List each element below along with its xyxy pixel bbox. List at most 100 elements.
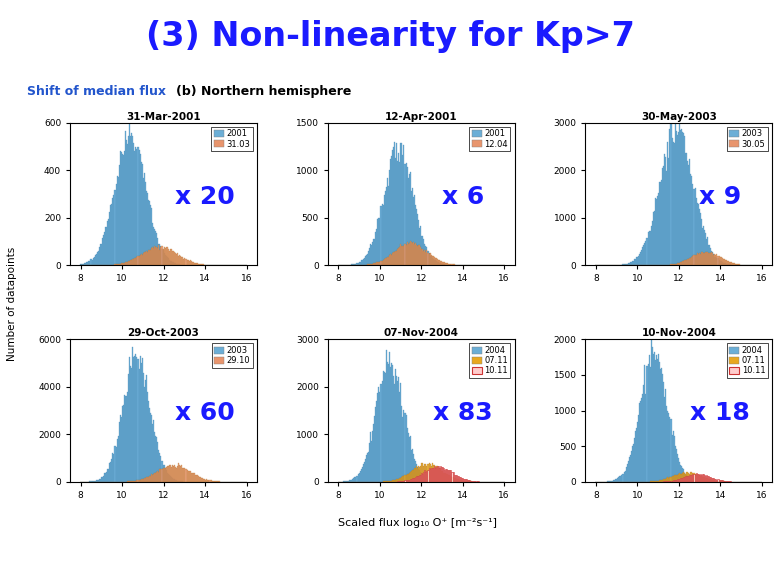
Bar xyxy=(422,249,424,265)
Bar xyxy=(172,262,173,265)
Bar xyxy=(140,479,142,482)
Bar xyxy=(694,255,696,265)
Title: 29-Oct-2003: 29-Oct-2003 xyxy=(128,328,200,339)
Bar xyxy=(215,481,216,482)
Bar xyxy=(180,256,181,265)
Bar xyxy=(422,475,424,482)
Bar xyxy=(103,235,104,265)
Bar xyxy=(441,263,442,265)
Bar xyxy=(415,205,416,265)
Bar xyxy=(736,264,737,265)
Bar xyxy=(422,463,424,482)
Bar xyxy=(702,252,703,265)
Bar xyxy=(154,432,155,482)
Bar xyxy=(663,166,665,265)
Bar xyxy=(427,251,428,265)
Bar xyxy=(148,250,149,265)
Bar xyxy=(649,231,650,265)
Bar xyxy=(443,472,444,482)
Bar xyxy=(428,480,430,482)
Bar xyxy=(465,479,466,482)
Bar xyxy=(122,155,124,265)
Bar xyxy=(136,150,137,265)
Bar xyxy=(171,249,172,265)
Bar xyxy=(417,246,418,265)
Bar xyxy=(155,436,156,482)
Bar xyxy=(704,230,705,265)
Bar xyxy=(405,244,406,265)
Bar xyxy=(148,200,149,265)
Bar xyxy=(704,477,705,482)
Bar xyxy=(460,480,461,482)
Bar xyxy=(158,245,159,265)
Bar xyxy=(718,256,720,265)
Bar xyxy=(456,479,458,482)
Bar xyxy=(388,256,389,265)
Bar xyxy=(167,473,168,482)
Bar xyxy=(402,476,403,482)
Bar xyxy=(683,472,684,482)
Bar xyxy=(409,243,410,265)
Bar xyxy=(109,463,110,482)
Bar xyxy=(134,258,136,265)
Bar xyxy=(726,481,727,482)
Bar xyxy=(155,231,156,265)
Bar xyxy=(433,256,434,265)
Bar xyxy=(669,481,671,482)
Bar xyxy=(419,245,420,265)
Bar xyxy=(104,474,105,482)
Bar xyxy=(116,264,118,265)
Bar xyxy=(178,264,179,265)
Bar xyxy=(164,248,165,265)
Bar xyxy=(350,480,351,482)
Bar xyxy=(440,263,441,265)
Bar xyxy=(128,136,129,265)
Bar xyxy=(106,472,107,482)
Bar xyxy=(359,472,360,482)
Bar xyxy=(623,472,625,482)
Bar xyxy=(403,145,405,265)
Bar xyxy=(133,259,134,265)
Bar xyxy=(666,481,668,482)
Bar xyxy=(442,262,443,265)
Bar xyxy=(433,468,434,482)
Bar xyxy=(149,250,150,265)
Bar xyxy=(672,477,674,482)
Bar xyxy=(699,475,700,482)
Bar xyxy=(654,481,655,482)
Bar xyxy=(679,462,680,482)
Bar xyxy=(391,363,392,482)
Bar xyxy=(98,479,99,482)
Bar xyxy=(722,481,723,482)
Bar xyxy=(437,467,438,482)
Bar xyxy=(421,463,422,482)
Bar xyxy=(464,479,465,482)
Bar xyxy=(685,476,686,482)
Bar xyxy=(688,476,690,482)
Bar xyxy=(444,472,445,482)
Bar xyxy=(82,264,83,265)
Bar xyxy=(655,360,656,482)
Bar xyxy=(390,158,391,265)
Bar xyxy=(439,260,440,265)
Bar xyxy=(693,473,694,482)
Bar xyxy=(417,467,418,482)
Bar xyxy=(409,473,410,482)
Bar xyxy=(394,384,395,482)
Bar xyxy=(379,392,381,482)
Bar xyxy=(677,475,678,482)
Bar xyxy=(714,478,715,482)
Bar xyxy=(685,260,686,265)
Bar xyxy=(158,244,159,265)
Text: x 60: x 60 xyxy=(176,401,235,425)
Bar xyxy=(427,253,428,265)
Bar xyxy=(410,472,411,482)
Bar xyxy=(134,481,136,482)
Bar xyxy=(659,480,660,482)
Bar xyxy=(424,471,425,482)
Bar xyxy=(655,481,656,482)
Bar xyxy=(662,479,663,482)
Bar xyxy=(686,260,687,265)
Bar xyxy=(171,261,172,265)
Bar xyxy=(632,261,633,265)
